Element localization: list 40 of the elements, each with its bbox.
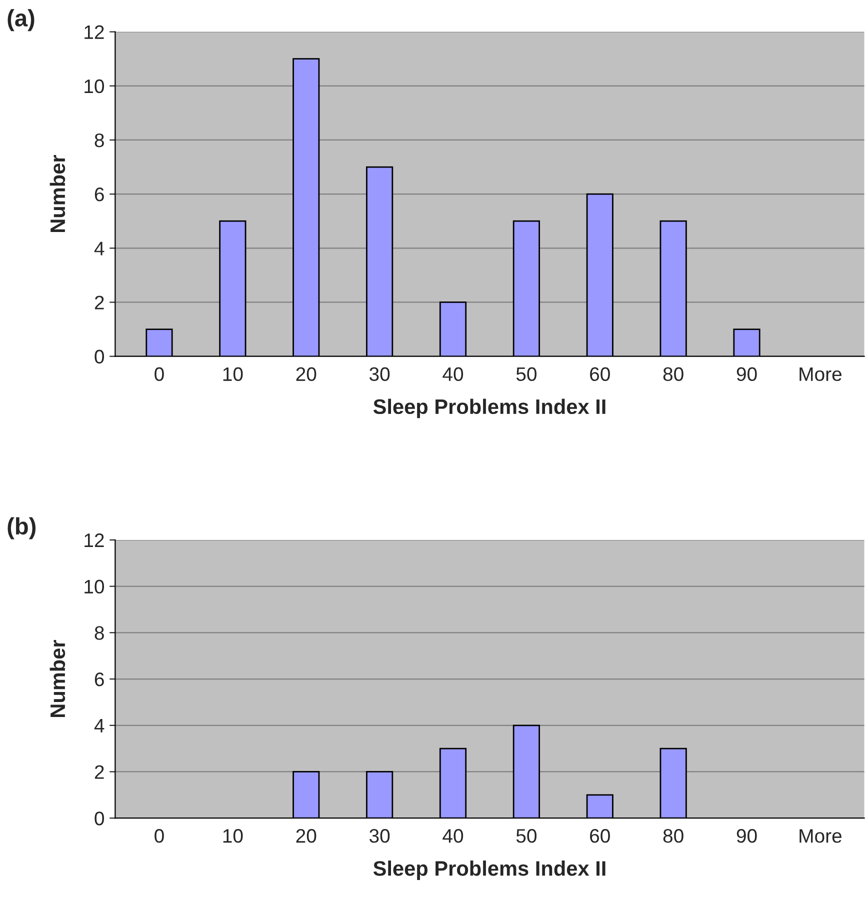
- y-tick-label: 8: [94, 133, 104, 148]
- x-tick-label: 10: [223, 829, 243, 843]
- chart-title: (b): [8, 517, 36, 540]
- x-tick-label: More: [800, 367, 842, 382]
- x-tick-label: 50: [516, 367, 536, 382]
- x-tick-label: 40: [442, 829, 464, 843]
- y-axis-title: Number: [50, 640, 66, 717]
- x-axis-title: Sleep Problems Index II: [373, 398, 606, 418]
- x-tick-label: 50: [516, 829, 536, 843]
- x-tick-label: 10: [223, 367, 243, 382]
- y-tick-label: 6: [94, 672, 104, 686]
- x-tick-label: 30: [369, 367, 390, 382]
- x-tick-label: 30: [369, 829, 390, 843]
- y-tick-label: 12: [84, 25, 104, 39]
- x-tick-label: 60: [590, 829, 610, 843]
- y-tick-label: 10: [84, 79, 104, 94]
- chart-title: (a): [8, 9, 34, 32]
- x-tick-label: 0: [154, 367, 164, 382]
- x-tick-label: 60: [590, 367, 610, 382]
- y-tick-label: 0: [94, 350, 104, 364]
- x-tick-label: 80: [663, 367, 684, 382]
- x-tick-label: 80: [663, 829, 684, 843]
- x-tick-label: 20: [296, 367, 316, 382]
- x-tick-label: 40: [442, 367, 464, 382]
- y-tick-label: 4: [94, 719, 104, 732]
- y-tick-label: 2: [94, 765, 104, 779]
- x-axis-title: Sleep Problems Index II: [373, 860, 606, 880]
- y-tick-label: 6: [94, 188, 104, 202]
- x-tick-label: 0: [154, 829, 164, 843]
- y-axis-title: Number: [50, 155, 66, 232]
- y-tick-label: 8: [94, 626, 104, 640]
- x-tick-label: 20: [296, 829, 316, 843]
- y-tick-label: 4: [94, 242, 104, 256]
- y-tick-label: 2: [94, 296, 104, 310]
- x-tick-label: 90: [736, 829, 757, 843]
- y-tick-label: 0: [94, 812, 104, 826]
- y-tick-label: 10: [84, 580, 104, 594]
- x-tick-label: 90: [736, 367, 757, 382]
- y-tick-label: 12: [84, 533, 104, 547]
- x-tick-label: More: [800, 829, 842, 843]
